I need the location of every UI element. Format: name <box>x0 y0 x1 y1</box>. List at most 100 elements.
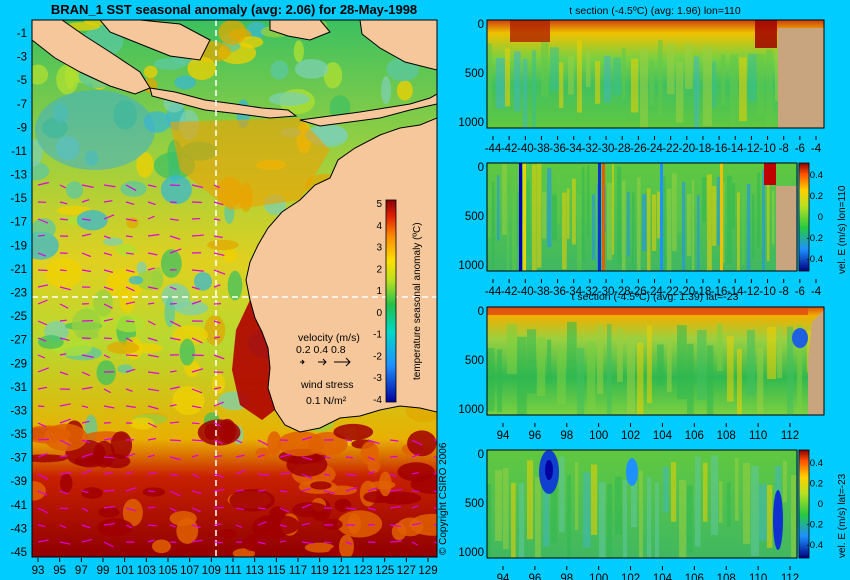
section-column <box>747 329 755 397</box>
warm-surface-layer <box>487 307 808 315</box>
anomaly-patch <box>65 181 84 199</box>
anomaly-patch <box>334 498 352 512</box>
anomaly-patch <box>37 335 64 349</box>
section-column <box>587 165 590 237</box>
panel2-x-tick-label: -38 <box>533 286 550 298</box>
map-y-tick-label: -15 <box>10 193 27 205</box>
section-column <box>757 53 765 116</box>
wind-vector <box>37 473 49 481</box>
section-column <box>655 482 659 558</box>
wind-vector <box>125 301 136 305</box>
section-column <box>487 348 495 412</box>
wind-vector <box>37 367 50 373</box>
section-column <box>503 468 509 550</box>
wind-vector <box>81 371 90 377</box>
velocity-jet <box>773 490 783 550</box>
section-column <box>567 475 571 558</box>
temperature-colorbar <box>385 199 397 403</box>
wind-vector <box>323 473 330 476</box>
velocity-vectors <box>37 181 437 548</box>
section-column <box>582 166 585 263</box>
panel4-colorbar-label: vel. E (m/s) lat=-23 <box>837 473 848 558</box>
section-column <box>757 172 761 248</box>
velocity-jet <box>720 163 723 271</box>
borneo-island <box>99 20 211 61</box>
section-column <box>487 188 491 238</box>
section-column <box>647 476 652 558</box>
colorbar-tick-label: 5 <box>376 199 382 210</box>
wind-vector <box>125 471 133 475</box>
panel1-x-tick-label: -32 <box>582 143 599 155</box>
wind-vector <box>235 524 243 529</box>
section-column <box>537 337 546 397</box>
panel3-x-tick-label: 104 <box>653 430 673 442</box>
wind-legend-label: wind stress <box>300 379 354 391</box>
anomaly-patch <box>218 418 237 444</box>
map-x-tick-label: 109 <box>202 565 221 577</box>
anomaly-patch <box>172 386 205 415</box>
panel2-y-tick-label: 0 <box>478 162 484 174</box>
wind-vector <box>37 438 49 441</box>
section-column <box>517 191 521 247</box>
section-column <box>727 175 732 265</box>
section-column <box>752 194 755 259</box>
wind-vector <box>235 469 246 475</box>
wind-vector <box>213 269 226 275</box>
anomaly-patch <box>122 498 143 527</box>
panel2-x-tick-label: -40 <box>517 286 534 298</box>
section-column <box>687 343 694 414</box>
anomaly-patch <box>169 510 197 526</box>
wind-vector <box>103 505 115 509</box>
section-column <box>537 163 542 268</box>
panel1-x-tick-label: -22 <box>662 143 679 155</box>
wind-vector <box>411 522 422 526</box>
section-column <box>532 50 536 128</box>
wind-vector <box>37 320 48 326</box>
wind-vector <box>59 403 71 407</box>
wind-vector <box>345 486 358 492</box>
copyright-notice: © Copyright CSIRO 2006 <box>438 442 449 555</box>
section-column <box>607 483 612 557</box>
wind-vector <box>345 439 353 442</box>
velocity-legend-scale: 0.2 0.4 0.8 <box>296 344 346 356</box>
panel4-x-tick-label: 106 <box>685 573 704 580</box>
wind-vector <box>103 269 114 273</box>
panel2-columns <box>487 163 776 271</box>
panel2-land <box>776 186 797 271</box>
section-column <box>543 457 550 547</box>
map-y-tick-label: -17 <box>10 217 27 229</box>
section-column <box>717 176 720 246</box>
section-column <box>717 323 723 372</box>
wind-vector <box>323 456 331 459</box>
section-column <box>507 323 517 374</box>
wind-vector <box>103 456 115 459</box>
wind-vector <box>147 320 156 326</box>
section-column <box>559 456 565 533</box>
section-column <box>562 192 567 270</box>
map-x-tick-label: 103 <box>137 565 156 577</box>
panel4-x-ticks: 94 96 98 100 102 104 106 108 110 112 <box>497 566 799 580</box>
wind-vector <box>191 184 204 189</box>
anomaly-patch <box>409 513 437 536</box>
wind-vector <box>125 388 133 392</box>
wind-vector <box>411 490 420 493</box>
section-column <box>599 481 606 558</box>
wind-vector <box>169 286 177 291</box>
panel1-x-tick-label: -18 <box>695 143 712 155</box>
panel-t-section-lon: t section (-4.5ºC) (avg: 1.96) lon=110 -… <box>458 5 825 155</box>
section-column <box>514 51 521 112</box>
panel4-colorbar-tick-label: 0.4 <box>810 458 823 469</box>
section-column <box>727 482 731 527</box>
wind-vector <box>213 488 225 492</box>
panel1-x-tick-label: -12 <box>743 143 760 155</box>
wind-vector <box>147 371 160 375</box>
panel2-x-tick-label: -10 <box>759 286 776 298</box>
section-column <box>772 190 775 245</box>
anomaly-patch <box>218 20 247 45</box>
panel2-x-tick-label: -6 <box>795 286 805 298</box>
panel1-y-tick-label: 500 <box>465 68 484 80</box>
anomaly-patch <box>81 487 103 499</box>
anomaly-patch <box>304 542 335 553</box>
anomaly-patch <box>174 75 196 90</box>
section-column <box>557 173 561 224</box>
